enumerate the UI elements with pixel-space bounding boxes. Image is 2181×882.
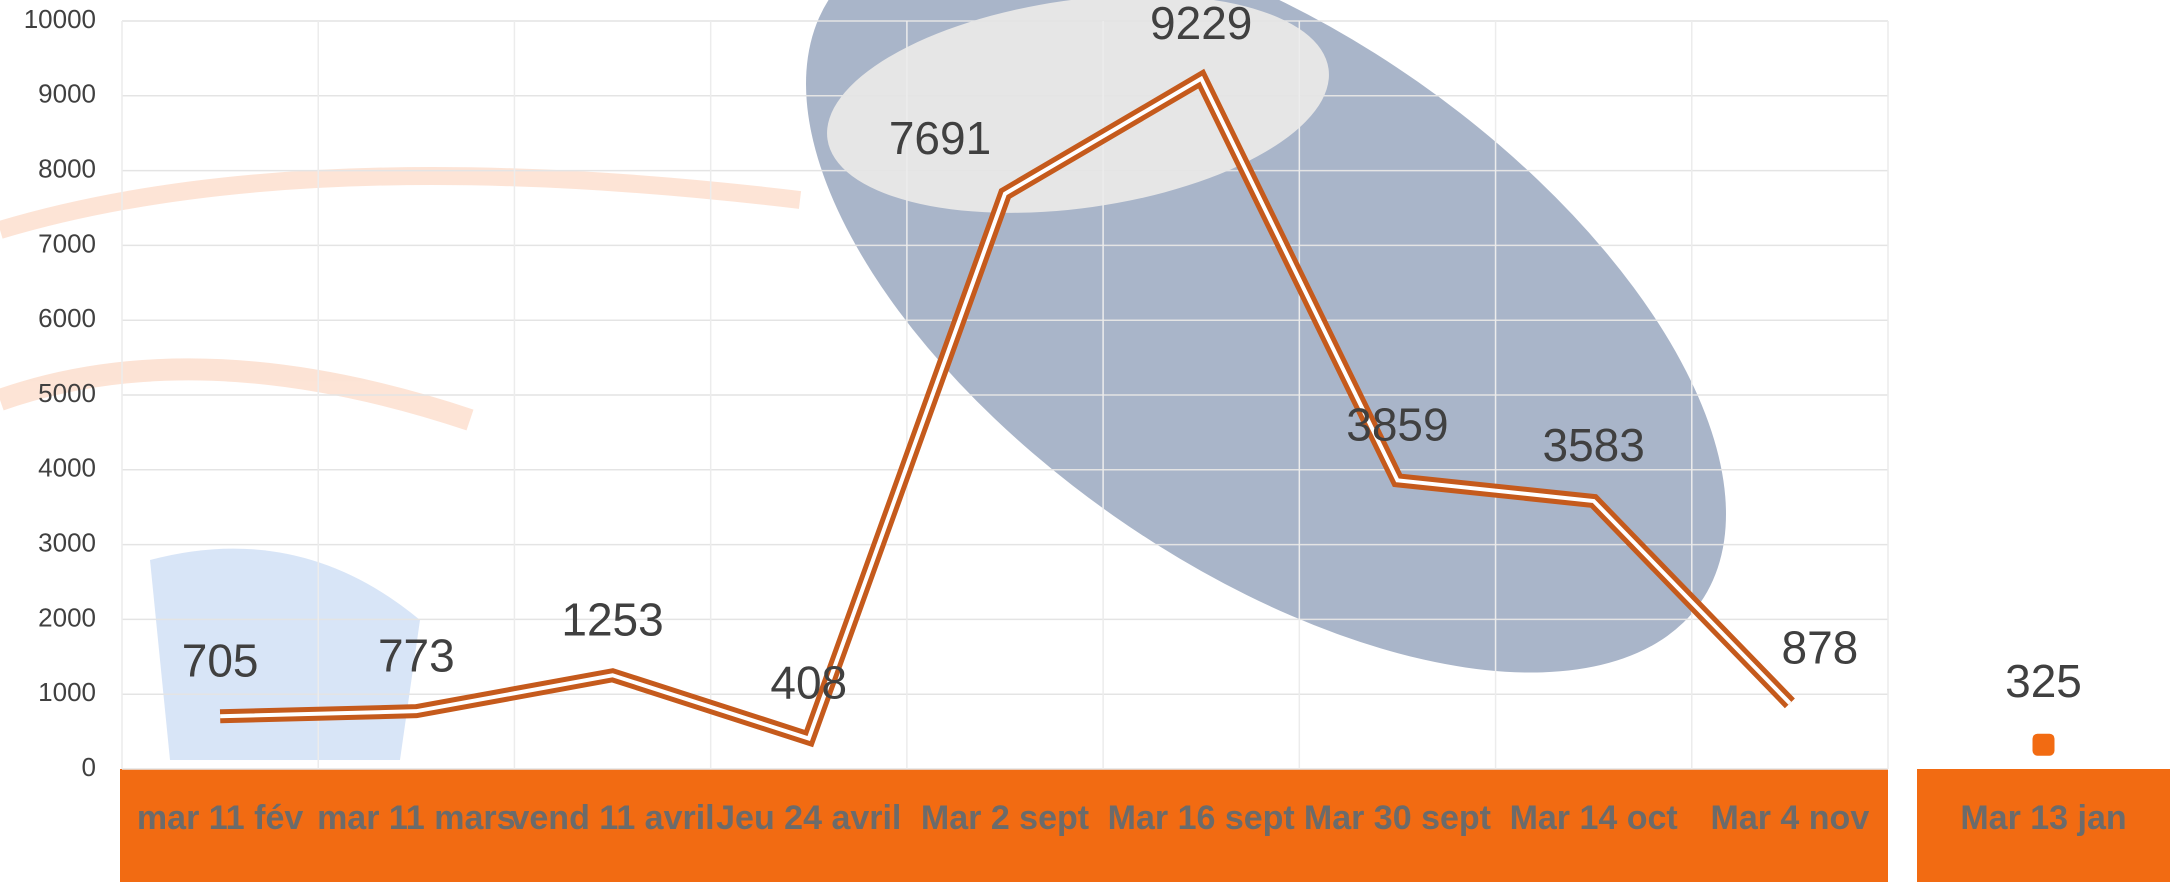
x-tick-label: Mar 16 sept [1108, 799, 1295, 837]
x-tick-label: Mar 13 jan [1960, 799, 2126, 837]
chart: 0 1000 2000 3000 4000 5000 6000 7000 8000 9000 100… [0, 0, 2181, 882]
y-tick-label: 8000 [38, 153, 96, 183]
y-tick-label: 2000 [38, 602, 96, 632]
x-tick-label: Mar 2 sept [921, 799, 1089, 837]
x-tick-label: Jeu 24 avril [716, 799, 901, 837]
y-tick-label: 5000 [38, 378, 96, 408]
y-tick-label: 10000 [24, 4, 96, 34]
x-tick-label: Mar 4 nov [1711, 799, 1870, 837]
y-tick-label: 7000 [38, 228, 96, 258]
data-label: 773 [378, 629, 455, 681]
x-tick-label: vend 11 avril [510, 799, 714, 837]
data-label: 325 [2005, 655, 2082, 707]
data-label: 7691 [889, 112, 991, 164]
x-tick-label: Mar 30 sept [1304, 799, 1491, 837]
x-tick-label: mar 11 mars [317, 799, 516, 837]
y-tick-label: 1000 [38, 677, 96, 707]
y-tick-label: 4000 [38, 453, 96, 483]
data-label: 1253 [561, 593, 663, 645]
data-label: 705 [182, 634, 259, 686]
data-label: 3583 [1542, 419, 1644, 471]
y-tick-label: 9000 [38, 79, 96, 109]
y-tick-label: 6000 [38, 303, 96, 333]
y-tick-label: 0 [82, 752, 96, 782]
data-label: 3859 [1346, 399, 1448, 451]
data-label: 9229 [1150, 0, 1252, 49]
data-point [2033, 734, 2055, 756]
x-tick-label: Mar 14 oct [1510, 799, 1678, 837]
data-label: 408 [770, 657, 847, 709]
data-label: 878 [1782, 621, 1859, 673]
x-tick-label: mar 11 fév [137, 799, 303, 837]
y-tick-label: 3000 [38, 527, 96, 557]
